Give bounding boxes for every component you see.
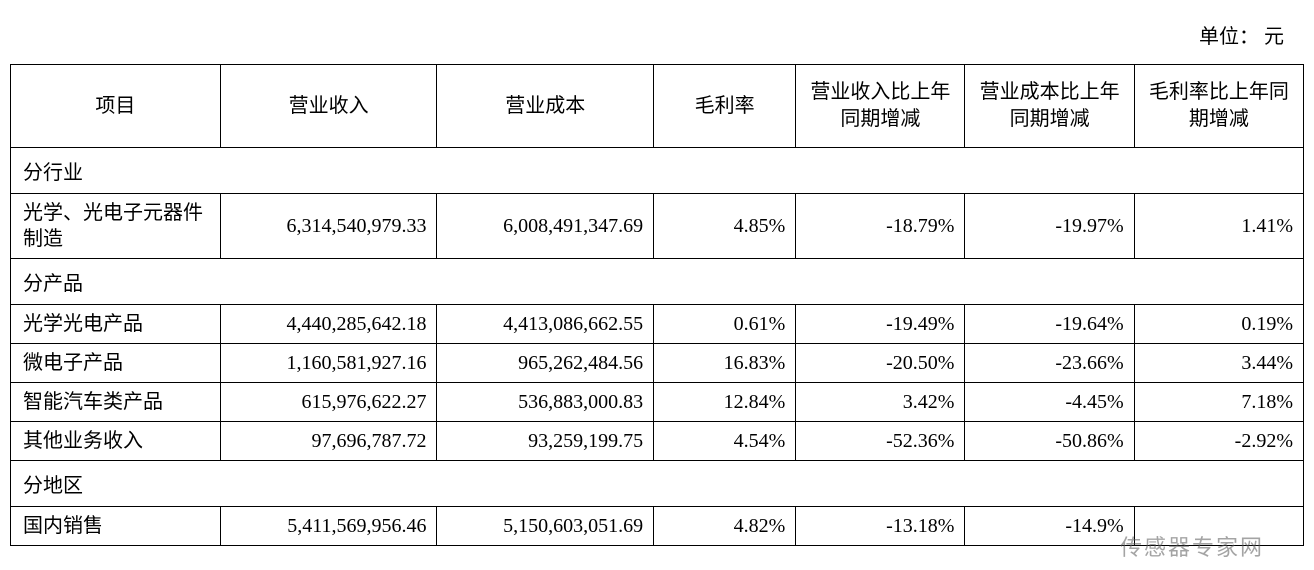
row-label: 国内销售 bbox=[11, 507, 221, 546]
cell-cost: 93,259,199.75 bbox=[437, 422, 654, 461]
cell-revenue: 5,411,569,956.46 bbox=[220, 507, 437, 546]
col-header-cost-change: 营业成本比上年同期增减 bbox=[965, 65, 1134, 148]
cell-cost-change: -23.66% bbox=[965, 344, 1134, 383]
cell-cost-change: -14.9% bbox=[965, 507, 1134, 546]
cell-cost: 965,262,484.56 bbox=[437, 344, 654, 383]
row-label: 其他业务收入 bbox=[11, 422, 221, 461]
table-row: 光学光电产品 4,440,285,642.18 4,413,086,662.55… bbox=[11, 305, 1304, 344]
cell-revenue: 97,696,787.72 bbox=[220, 422, 437, 461]
cell-cost: 536,883,000.83 bbox=[437, 383, 654, 422]
table-row: 光学、光电子元器件制造 6,314,540,979.33 6,008,491,3… bbox=[11, 194, 1304, 259]
section-title-region: 分地区 bbox=[11, 461, 1304, 507]
cell-gm: 12.84% bbox=[654, 383, 796, 422]
cell-revenue: 4,440,285,642.18 bbox=[220, 305, 437, 344]
cell-rev-change: -20.50% bbox=[796, 344, 965, 383]
financial-table: 项目 营业收入 营业成本 毛利率 营业收入比上年同期增减 营业成本比上年同期增减… bbox=[10, 64, 1304, 546]
cell-gm-change: 7.18% bbox=[1134, 383, 1303, 422]
cell-revenue: 1,160,581,927.16 bbox=[220, 344, 437, 383]
table-row: 国内销售 5,411,569,956.46 5,150,603,051.69 4… bbox=[11, 507, 1304, 546]
cell-gm-change: 1.41% bbox=[1134, 194, 1303, 259]
cell-rev-change: 3.42% bbox=[796, 383, 965, 422]
cell-rev-change: -18.79% bbox=[796, 194, 965, 259]
cell-cost-change: -4.45% bbox=[965, 383, 1134, 422]
cell-rev-change: -19.49% bbox=[796, 305, 965, 344]
section-row-industry: 分行业 bbox=[11, 148, 1304, 194]
table-row: 其他业务收入 97,696,787.72 93,259,199.75 4.54%… bbox=[11, 422, 1304, 461]
cell-gm: 4.85% bbox=[654, 194, 796, 259]
section-row-product: 分产品 bbox=[11, 259, 1304, 305]
col-header-cost: 营业成本 bbox=[437, 65, 654, 148]
table-row: 微电子产品 1,160,581,927.16 965,262,484.56 16… bbox=[11, 344, 1304, 383]
section-title-product: 分产品 bbox=[11, 259, 1304, 305]
row-label: 光学、光电子元器件制造 bbox=[11, 194, 221, 259]
table-header-row: 项目 营业收入 营业成本 毛利率 营业收入比上年同期增减 营业成本比上年同期增减… bbox=[11, 65, 1304, 148]
cell-cost-change: -19.64% bbox=[965, 305, 1134, 344]
col-header-revenue-change: 营业收入比上年同期增减 bbox=[796, 65, 965, 148]
cell-gm-change: -2.92% bbox=[1134, 422, 1303, 461]
cell-gm: 0.61% bbox=[654, 305, 796, 344]
col-header-revenue: 营业收入 bbox=[220, 65, 437, 148]
cell-gm-change: 3.44% bbox=[1134, 344, 1303, 383]
cell-cost: 6,008,491,347.69 bbox=[437, 194, 654, 259]
cell-rev-change: -52.36% bbox=[796, 422, 965, 461]
cell-revenue: 6,314,540,979.33 bbox=[220, 194, 437, 259]
cell-cost: 4,413,086,662.55 bbox=[437, 305, 654, 344]
cell-gm: 4.82% bbox=[654, 507, 796, 546]
row-label: 智能汽车类产品 bbox=[11, 383, 221, 422]
cell-cost-change: -19.97% bbox=[965, 194, 1134, 259]
cell-cost: 5,150,603,051.69 bbox=[437, 507, 654, 546]
cell-revenue: 615,976,622.27 bbox=[220, 383, 437, 422]
cell-gm-change bbox=[1134, 507, 1303, 546]
col-header-gm-change: 毛利率比上年同期增减 bbox=[1134, 65, 1303, 148]
cell-rev-change: -13.18% bbox=[796, 507, 965, 546]
unit-label: 单位： 元 bbox=[10, 20, 1304, 64]
col-header-gross-margin: 毛利率 bbox=[654, 65, 796, 148]
cell-cost-change: -50.86% bbox=[965, 422, 1134, 461]
table-row: 智能汽车类产品 615,976,622.27 536,883,000.83 12… bbox=[11, 383, 1304, 422]
row-label: 光学光电产品 bbox=[11, 305, 221, 344]
cell-gm: 16.83% bbox=[654, 344, 796, 383]
section-title-industry: 分行业 bbox=[11, 148, 1304, 194]
col-header-item: 项目 bbox=[11, 65, 221, 148]
row-label: 微电子产品 bbox=[11, 344, 221, 383]
section-row-region: 分地区 bbox=[11, 461, 1304, 507]
cell-gm: 4.54% bbox=[654, 422, 796, 461]
cell-gm-change: 0.19% bbox=[1134, 305, 1303, 344]
